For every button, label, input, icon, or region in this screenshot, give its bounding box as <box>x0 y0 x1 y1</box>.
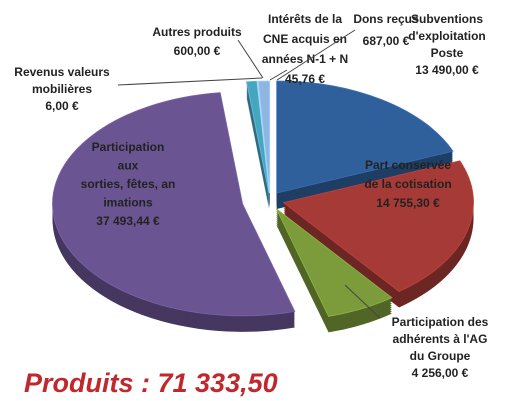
slice-value-label: 600,00 € <box>174 44 221 58</box>
leader-line <box>344 284 381 319</box>
slice-label: Participation des <box>392 315 489 329</box>
slice-label: Subventions <box>411 12 483 26</box>
slice-side <box>246 91 270 204</box>
slice-label: sorties, fêtes, an <box>81 177 176 191</box>
slice-side <box>246 93 270 206</box>
slice-label: d'exploitation <box>408 29 486 43</box>
slice-label: Dons reçus <box>353 12 419 26</box>
slice-label: Participation <box>92 140 165 154</box>
leader-line <box>237 39 264 79</box>
slice-label: années N-1 + N <box>262 52 348 66</box>
leader-line <box>117 77 263 86</box>
slice-value-label: 45,76 € <box>285 72 325 86</box>
slice-value-label: 6,00 € <box>45 99 79 113</box>
slice-side <box>246 97 269 210</box>
chart-title: Produits : 71 333,50 <box>24 368 278 398</box>
slice-value-label: 14 755,30 € <box>376 196 440 210</box>
slice <box>276 80 454 194</box>
slice-label: Poste <box>431 46 464 60</box>
slice <box>275 208 393 317</box>
slice-label: de la cotisation <box>364 177 451 191</box>
slice-value-label: 37 493,44 € <box>96 214 160 228</box>
slice <box>257 80 271 194</box>
slice-label: Part conservée <box>365 158 451 172</box>
slice-label: adhérents à l'AG <box>393 332 488 346</box>
slice-side <box>246 95 270 208</box>
slice-label: aux <box>118 159 139 173</box>
slice-label: Autres produits <box>152 25 242 39</box>
slice-label: mobilières <box>32 82 92 96</box>
slice-value-label: 13 490,00 € <box>415 63 479 77</box>
slice <box>52 92 296 317</box>
slice-value-label: 4 256,00 € <box>412 366 469 380</box>
leader-line <box>269 69 288 81</box>
slice-label: Revenus valeurs <box>14 65 110 79</box>
slice-side <box>246 87 270 200</box>
slice-label: du Groupe <box>410 349 471 363</box>
slice-label: imations <box>103 196 153 210</box>
slice-label: CNE acquis en <box>263 32 347 46</box>
slice-value-label: 687,00 € <box>363 34 410 48</box>
leader-line <box>276 29 356 81</box>
slice-label: Intérêts de la <box>268 12 342 26</box>
slice-side <box>246 89 270 202</box>
slice <box>282 160 474 292</box>
slice-side <box>246 97 270 210</box>
